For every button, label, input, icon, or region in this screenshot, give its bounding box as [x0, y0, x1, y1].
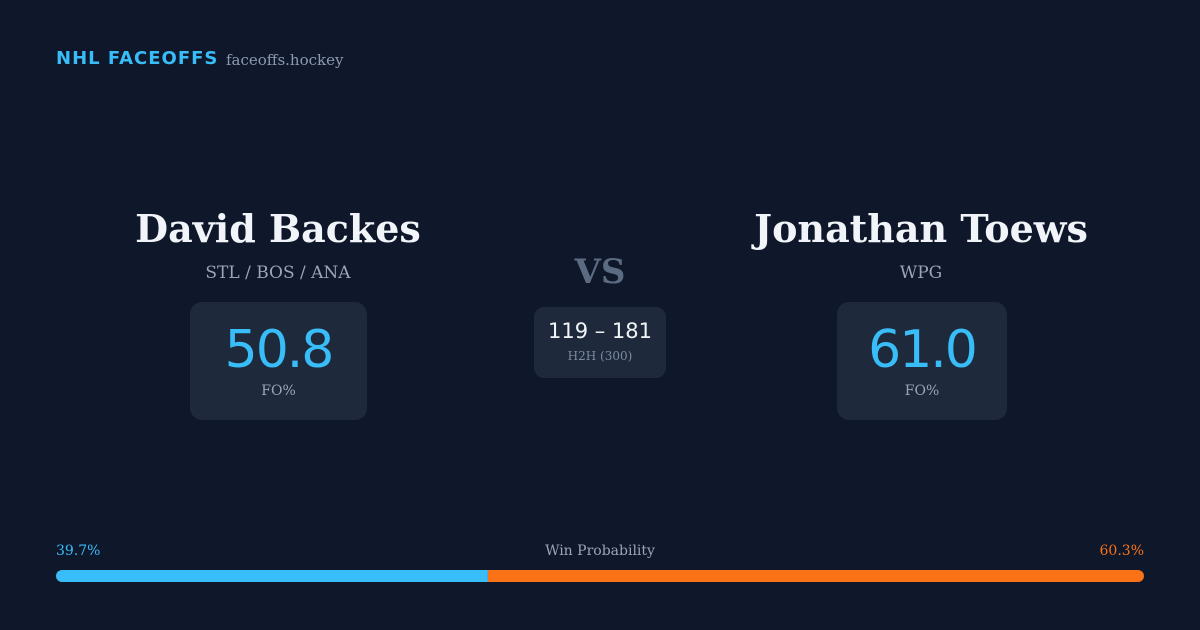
- h2h-score: 119 – 181: [547, 319, 652, 343]
- site: faceoffs.hockey: [226, 51, 344, 69]
- player-name: David Backes: [135, 206, 421, 251]
- h2h-label: H2H (300): [567, 349, 633, 363]
- left-probability: 39.7%: [56, 543, 101, 559]
- fo-pct: 50.8: [224, 320, 335, 380]
- player-teams: STL / BOS / ANA: [205, 263, 351, 283]
- stat-box: 61.0 FO%: [837, 302, 1007, 420]
- stat-box: 50.8 FO%: [190, 302, 367, 420]
- player-name: Jonathan Toews: [754, 206, 1088, 251]
- fo-label: FO%: [904, 383, 940, 399]
- right-probability: 60.3%: [1099, 543, 1144, 559]
- versus: VS: [574, 252, 626, 292]
- player-teams: WPG: [899, 263, 943, 283]
- probability-bar: [56, 570, 1144, 582]
- brand: NHL FACEOFFS: [56, 48, 219, 69]
- right-segment: [487, 570, 1144, 582]
- fo-label: FO%: [261, 383, 296, 399]
- win-probability-label: Win Probability: [545, 543, 655, 559]
- fo-pct: 61.0: [868, 320, 978, 380]
- left-segment: [56, 570, 488, 582]
- h2h-box: 119 – 181 H2H (300): [534, 307, 666, 378]
